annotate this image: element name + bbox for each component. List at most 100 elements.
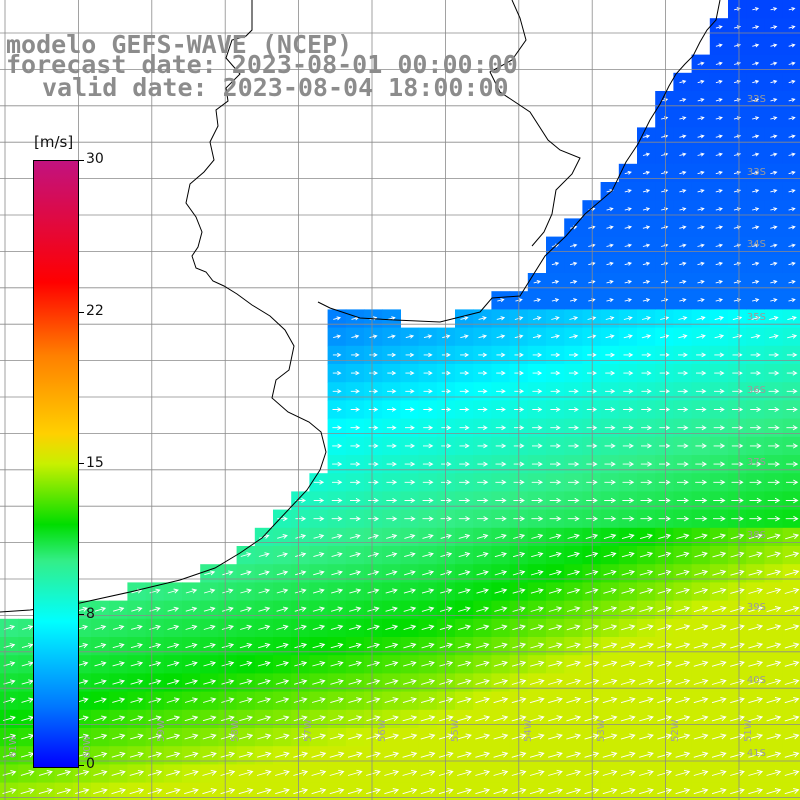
wind-arrow — [620, 733, 636, 740]
wind-arrow — [167, 642, 180, 649]
wind-arrow — [221, 661, 235, 667]
wind-arrow — [711, 715, 727, 722]
wind-arrow — [677, 407, 689, 412]
wind-arrow — [294, 624, 307, 631]
wind-arrow — [697, 61, 705, 66]
wind-arrow — [311, 769, 327, 776]
wind-arrow — [784, 660, 800, 667]
wind-arrow — [714, 388, 725, 394]
wind-arrow — [711, 788, 727, 795]
wind-arrow — [624, 261, 633, 266]
wind-arrow — [713, 443, 726, 449]
wind-arrow — [549, 533, 562, 540]
wind-arrow — [568, 479, 580, 485]
wind-arrow — [732, 388, 743, 394]
wind-arrow — [111, 733, 126, 740]
wind-arrow — [784, 769, 800, 776]
wind-arrow — [785, 533, 800, 540]
wind-arrow — [730, 660, 745, 667]
wind-arrow — [748, 678, 764, 685]
wind-arrow — [604, 479, 616, 485]
wind-arrow — [532, 425, 543, 431]
wind-arrow — [386, 461, 397, 467]
wind-arrow — [350, 425, 361, 430]
wind-arrow — [167, 588, 179, 594]
wind-arrow — [366, 751, 381, 758]
wind-arrow — [129, 751, 144, 758]
wind-arrow — [752, 43, 760, 48]
wind-arrow — [621, 606, 636, 613]
wind-arrow — [584, 788, 600, 795]
wind-arrow — [203, 661, 216, 667]
wind-arrow — [584, 678, 600, 685]
wind-arrow — [368, 443, 379, 449]
wind-arrow — [604, 425, 616, 431]
wind-arrow — [38, 788, 53, 795]
wind-arrow — [367, 606, 380, 612]
wind-arrow — [713, 516, 726, 522]
wind-arrow — [604, 497, 617, 504]
wind-arrow — [766, 606, 782, 613]
wind-arrow — [697, 170, 705, 175]
wind-arrow — [766, 697, 782, 704]
wind-arrow — [184, 697, 199, 703]
wind-arrow — [369, 334, 378, 339]
wind-arrow — [457, 751, 472, 758]
wind-arrow — [458, 588, 471, 594]
wind-arrow — [459, 425, 470, 431]
wind-arrow — [94, 624, 107, 630]
wind-arrow — [697, 298, 705, 303]
wind-arrow — [422, 461, 434, 467]
wind-arrow — [185, 661, 198, 667]
wind-arrow — [711, 769, 727, 776]
wind-arrow — [220, 751, 236, 758]
wind-arrow — [312, 642, 326, 649]
wind-arrow — [239, 624, 253, 631]
wind-arrow — [731, 443, 744, 449]
wind-arrow — [623, 352, 634, 358]
wind-arrow — [384, 715, 399, 722]
wind-arrow — [752, 116, 760, 121]
wind-arrow — [788, 61, 796, 66]
wind-arrow — [679, 189, 687, 193]
wind-arrow — [384, 697, 399, 704]
wind-arrow — [749, 497, 763, 504]
wind-arrow — [548, 751, 563, 758]
wind-arrow — [387, 316, 396, 321]
wind-arrow — [748, 587, 763, 594]
wind-arrow — [569, 316, 579, 321]
wind-arrow — [748, 660, 764, 667]
wind-arrow — [384, 660, 399, 667]
wind-arrow — [640, 516, 653, 522]
wind-arrow — [384, 751, 400, 758]
wind-arrow — [293, 715, 308, 722]
wind-arrow — [675, 642, 691, 649]
wind-arrow — [531, 497, 544, 504]
wind-arrow — [621, 569, 636, 576]
wind-arrow — [220, 733, 235, 740]
wind-arrow — [715, 207, 723, 212]
wind-arrow — [786, 352, 798, 358]
wind-arrow — [112, 715, 126, 722]
wind-arrow — [770, 152, 778, 157]
wind-arrow — [566, 715, 582, 722]
wind-arrow — [678, 334, 688, 339]
wind-arrow — [697, 152, 705, 157]
wind-arrow — [112, 643, 125, 649]
wind-arrow — [94, 697, 107, 703]
wind-arrow — [404, 443, 416, 449]
wind-arrow — [766, 733, 782, 740]
wind-arrow — [641, 388, 652, 394]
wind-arrow — [675, 624, 691, 631]
wind-arrow — [640, 497, 653, 504]
lat-label: 39S — [746, 602, 766, 613]
wind-arrow — [311, 751, 327, 758]
wind-arrow — [566, 769, 582, 776]
wind-arrow — [331, 498, 343, 503]
map-title-model: modelo GEFS-WAVE (NCEP) — [6, 30, 353, 59]
wind-arrow — [748, 642, 764, 649]
wind-arrow — [112, 697, 126, 703]
wind-arrow — [130, 733, 144, 740]
wind-arrow — [222, 588, 234, 594]
wind-arrow — [603, 533, 617, 540]
